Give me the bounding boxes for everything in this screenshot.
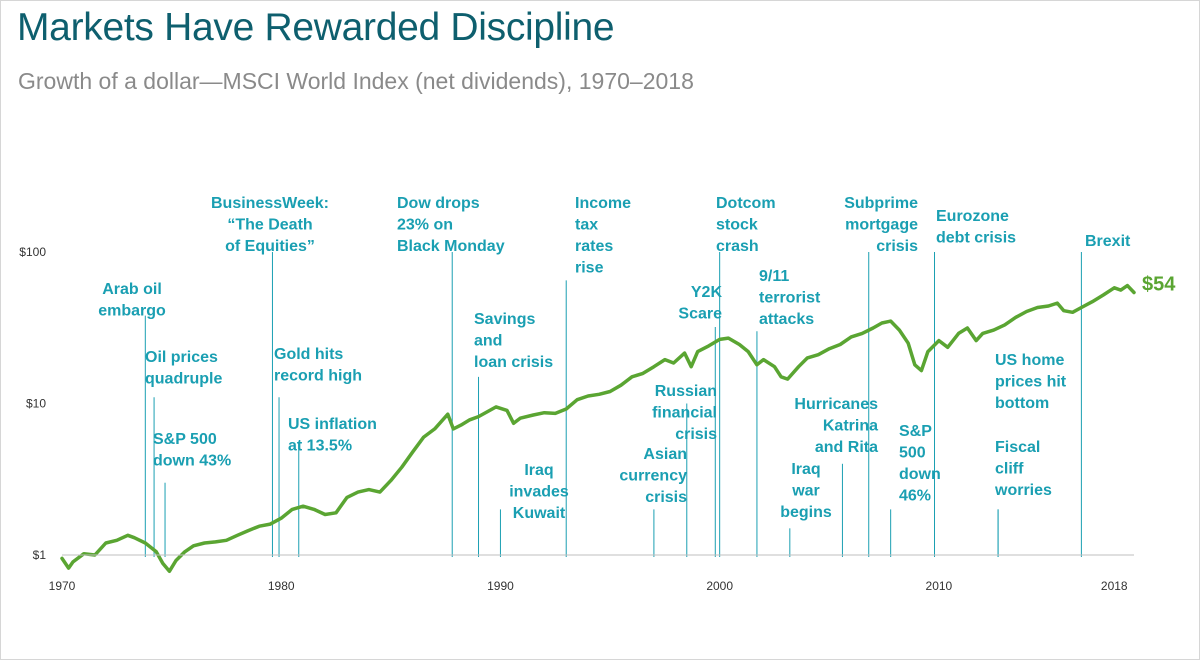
event-label-line: of Equities” (225, 238, 315, 255)
event-label: Savings and loan crisis (474, 311, 553, 371)
event-label: Dotcom stock crash (716, 195, 776, 255)
event-label-line: crisis (675, 426, 717, 443)
page-title: Markets Have Rewarded Discipline (17, 6, 615, 49)
event-label-line: down (899, 466, 941, 483)
event-label-line: at 13.5% (288, 438, 352, 455)
event-label-line: crisis (645, 489, 687, 506)
event-label-line: Asian (643, 446, 687, 463)
event-label-line: US home (995, 352, 1064, 369)
event-label-line: BusinessWeek: (211, 195, 329, 212)
event-label-line: rise (575, 260, 604, 277)
event-label-line: stock (716, 217, 758, 234)
event-label-line: Y2K (691, 284, 723, 301)
growth-line (60, 283, 1136, 574)
event-label: Eurozone debt crisis (936, 208, 1016, 247)
event-label: Y2K Scare (678, 284, 722, 323)
event-label-line: bottom (995, 395, 1049, 412)
event-label-line: Dotcom (716, 195, 776, 212)
event-label-line: Savings (474, 311, 535, 328)
event-label-line: worries (994, 482, 1052, 499)
event-label-line: S&P (899, 423, 932, 440)
event-label: Brexit (1085, 233, 1131, 250)
event-label-line: “The Death (227, 217, 312, 234)
event-label-line: 46% (899, 488, 931, 505)
event-label: Hurricanes Katrina and Rita (794, 396, 878, 456)
event-label: S&P 500 down 46% (899, 423, 941, 505)
event-label-line: crash (716, 238, 759, 255)
event-label-line: down 43% (153, 453, 231, 470)
event-label-line: debt crisis (936, 230, 1016, 247)
event-label-line: record high (274, 368, 362, 385)
event-label: US home prices hit bottom (995, 352, 1067, 412)
event-label-line: Oil prices (145, 349, 218, 366)
event-label: Asian currency crisis (619, 446, 687, 506)
event-label-line: 500 (899, 445, 926, 462)
end-value-label: $54 (1142, 274, 1176, 296)
event-label-line: tax (575, 217, 598, 234)
event-label-line: Arab oil (102, 281, 162, 298)
event-label-line: invades (509, 484, 569, 501)
y-tick-label: $10 (26, 397, 46, 411)
chart-subtitle: Growth of a dollar—MSCI World Index (net… (18, 68, 694, 94)
event-label: Iraq invades Kuwait (509, 462, 569, 522)
event-label-line: loan crisis (474, 354, 553, 371)
event-label-line: Russian (655, 383, 717, 400)
event-label-line: Fiscal (995, 439, 1040, 456)
event-label: Iraq war begins (780, 461, 832, 521)
event-label-line: US inflation (288, 416, 377, 433)
event-label-line: terrorist (759, 290, 821, 307)
x-tick-label: 1970 (49, 579, 76, 593)
x-tick-label: 2010 (926, 579, 953, 593)
event-label-line: Scare (678, 306, 722, 323)
x-tick-label: 1980 (268, 579, 295, 593)
event-label-line: Income (575, 195, 631, 212)
event-label-line: Hurricanes (794, 396, 878, 413)
event-label: US inflation at 13.5% (288, 416, 377, 455)
y-tick-label: $100 (19, 245, 46, 259)
event-label-line: Kuwait (513, 505, 566, 522)
event-label-line: rates (575, 238, 613, 255)
event-label-line: Subprime (844, 195, 918, 212)
event-label: 9/11 terrorist attacks (759, 268, 821, 328)
event-label-line: begins (780, 504, 832, 521)
event-label: Subprime mortgage crisis (844, 195, 918, 255)
event-label-line: attacks (759, 311, 814, 328)
event-label-line: Gold hits (274, 346, 343, 363)
event-label-line: currency (619, 468, 687, 485)
y-tick-label: $1 (33, 548, 47, 562)
event-label: Dow drops 23% on Black Monday (397, 195, 505, 255)
event-label-line: Black Monday (397, 238, 505, 255)
event-label-line: Katrina (823, 418, 878, 435)
event-label-line: financial (652, 405, 717, 422)
event-label-line: crisis (876, 238, 918, 255)
event-label: S&P 500 down 43% (153, 431, 231, 470)
event-label-line: Iraq (791, 461, 820, 478)
event-label-line: S&P 500 (153, 431, 217, 448)
event-label-line: and Rita (815, 439, 878, 456)
event-label-line: 23% on (397, 217, 453, 234)
event-label-line: war (791, 483, 820, 500)
x-tick-label: 1990 (487, 579, 514, 593)
event-label-line: and (474, 333, 502, 350)
event-label: Gold hits record high (274, 346, 362, 385)
event-label-line: Dow drops (397, 195, 480, 212)
event-label-line: quadruple (145, 371, 222, 388)
event-label-line: embargo (98, 303, 166, 320)
x-tick-label: 2018 (1101, 579, 1128, 593)
event-label-line: Iraq (524, 462, 553, 479)
event-label-line: Eurozone (936, 208, 1009, 225)
event-label-line: prices hit (995, 374, 1067, 391)
event-label: Oil prices quadruple (145, 349, 222, 388)
event-label: Arab oil embargo (98, 281, 166, 320)
event-label: Fiscal cliff worries (994, 439, 1052, 499)
event-label: BusinessWeek: “The Death of Equities” (211, 195, 329, 255)
event-label: Income tax rates rise (575, 195, 631, 277)
event-label: Russian financial crisis (652, 383, 717, 443)
event-label-line: mortgage (845, 217, 918, 234)
x-tick-label: 2000 (706, 579, 733, 593)
event-label-line: Brexit (1085, 233, 1131, 250)
event-label-line: 9/11 (759, 268, 789, 285)
event-label-line: cliff (995, 461, 1024, 478)
